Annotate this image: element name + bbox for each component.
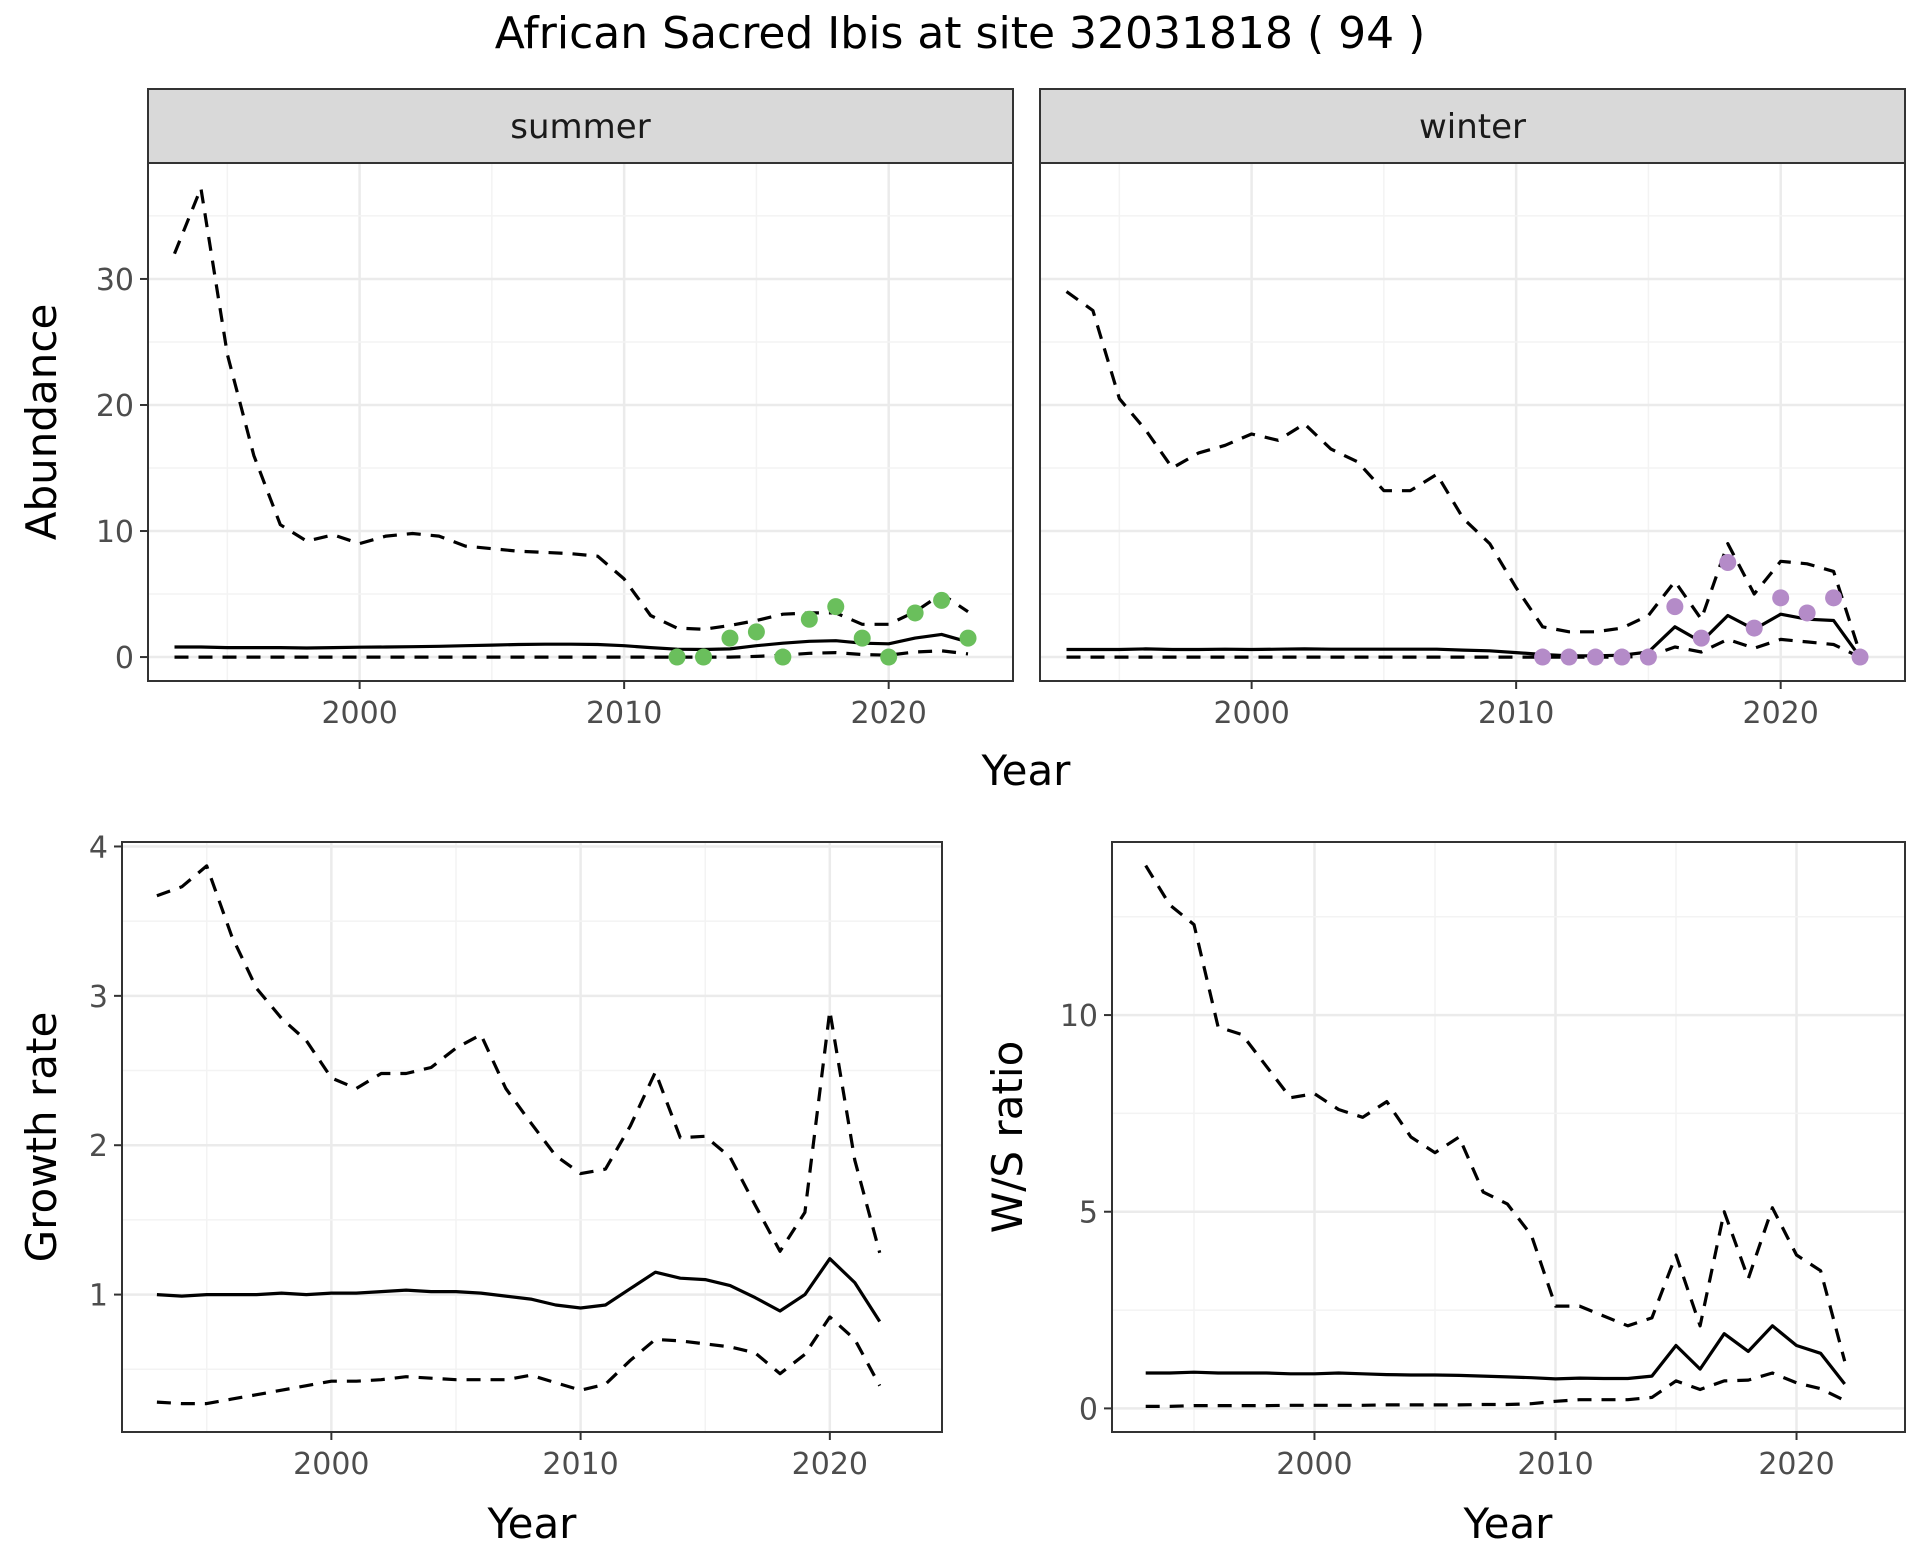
y-tick-label: 1 [89,1279,108,1314]
x-tick-label: 2010 [1478,696,1554,731]
data-point [1666,598,1684,616]
series-line-lower [156,1315,882,1406]
data-point [933,591,951,609]
y-tick-label: 3 [89,980,108,1015]
series-line-lower [1066,637,1861,659]
y-tick-label: 5 [1079,1196,1098,1231]
x-tick-label: 2020 [850,696,926,731]
data-point [853,629,871,647]
panel-0: summer 2000 2010 2020 0 10 20 30 [96,88,1014,731]
x-tick-label: 2000 [293,1447,369,1482]
panel-background [1112,842,1905,1432]
x-axis-title-ws: Year [1463,1499,1554,1548]
data-point [1825,589,1843,607]
x-tick-label: 2020 [1742,696,1818,731]
panel-1: winter 2000 2010 2020 [1039,88,1906,731]
x-tick-label: 2010 [542,1447,618,1482]
y-tick-label: 0 [1079,1392,1098,1427]
series-line-upper [1065,290,1862,654]
panel-border [121,841,943,1433]
x-tick-label: 2000 [1213,696,1289,731]
data-point [668,648,686,666]
data-point [747,623,765,641]
data-point [1613,648,1631,666]
data-point [1587,648,1605,666]
x-tick-label: 2020 [1758,1447,1834,1482]
data-point [1719,554,1737,572]
data-point [1534,648,1552,666]
data-point [774,648,792,666]
series-line-upper [1144,864,1847,1362]
series-line-estimate [1145,1324,1846,1385]
figure-title: African Sacred Ibis at site 32031818 ( 9… [495,8,1426,59]
y-tick-label: 10 [96,515,134,550]
y-tick-label: 2 [89,1129,108,1164]
data-point [721,629,739,647]
series-line-estimate [174,632,969,652]
x-tick-label: 2010 [1517,1447,1593,1482]
y-tick-label: 4 [89,830,108,865]
y-tick-label: 30 [96,263,134,298]
data-point [800,610,818,628]
series-line-estimate [1066,612,1862,659]
panel-background [122,842,942,1432]
data-point [695,648,713,666]
panel-border [1111,841,1906,1433]
data-point [880,648,898,666]
data-point [1745,619,1763,637]
x-tick-label: 2000 [1276,1447,1352,1482]
data-point [1639,648,1657,666]
x-tick-label: 2010 [586,696,662,731]
data-point [1798,604,1816,622]
facet-label: summer [510,107,650,147]
x-tick-label: 2020 [792,1447,868,1482]
y-tick-label: 10 [1060,999,1098,1034]
facet-label: winter [1419,107,1526,147]
panel-background [148,163,1013,681]
y-axis-title-ws: W/S ratio [983,1041,1032,1234]
facet-strip [1039,88,1906,164]
series-line-estimate [156,1257,882,1323]
series-line-lower [174,649,969,659]
data-point [1772,589,1790,607]
data-point [1851,648,1869,666]
panel-3: 2000 2010 2020 0 5 10 [1060,841,1906,1482]
y-axis-title-growth: Growth rate [17,1012,66,1263]
panel-2: 2000 2010 2020 1 2 3 4 [89,830,943,1482]
y-axis-title-abundance: Abundance [17,304,66,541]
y-tick-label: 0 [115,641,134,676]
data-point [827,598,845,616]
data-point [959,629,977,647]
data-point [906,604,924,622]
x-tick-label: 2000 [321,696,397,731]
data-point [1692,629,1710,647]
x-axis-title-growth: Year [487,1499,578,1548]
y-tick-label: 20 [96,389,134,424]
data-point [1560,648,1578,666]
facet-strip [147,88,1014,164]
series-line-lower [1145,1371,1846,1408]
x-axis-title-abundance: Year [981,746,1072,795]
series-line-upper [156,864,882,1254]
